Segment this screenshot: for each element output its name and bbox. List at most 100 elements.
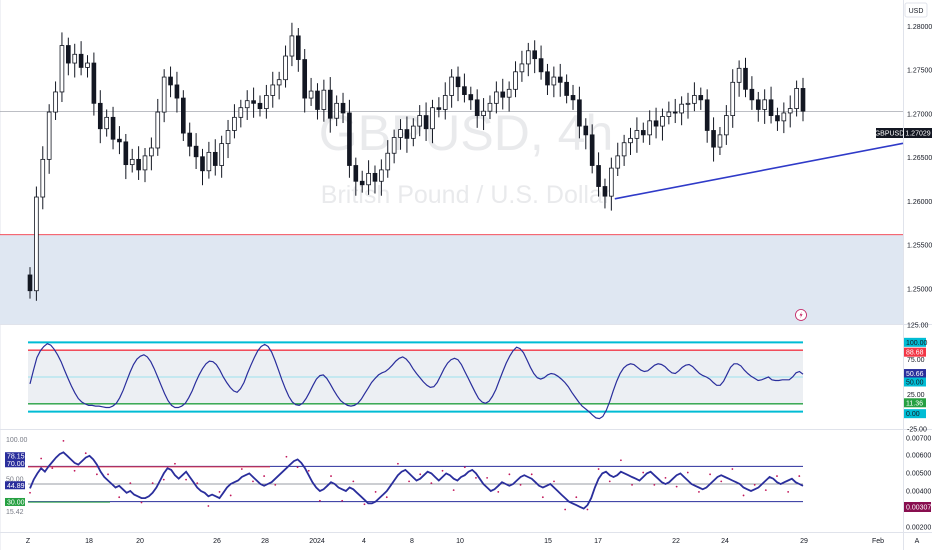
candle-body (302, 59, 308, 99)
time-tick-label: 22 (672, 538, 680, 545)
sub-right-tick-label: 0.00600 (906, 453, 931, 460)
sub-indicator-dot (564, 508, 567, 511)
sub-indicator-dot (84, 452, 87, 455)
candle-body (142, 155, 148, 171)
sub-indicator-dot (731, 468, 734, 470)
candlestick-series[interactable] (27, 22, 806, 301)
candle-body (596, 165, 601, 187)
sub-indicator-dot (318, 499, 321, 502)
sub-indicator-dot (452, 489, 455, 492)
watermark-name: British Pound / U.S. Dollar (321, 181, 611, 209)
watermark-symbol: GBPUSD, 4h (319, 105, 614, 161)
candle-body (155, 111, 161, 149)
candle-body (149, 147, 154, 157)
time-axis[interactable]: 18 20 26 28 2024 4 8 10 15 17 22 24 29 Feb (85, 538, 884, 545)
sub-indicator-dot (463, 466, 466, 469)
sub-right-tag-text: 0.00307 (906, 505, 931, 512)
sub-left-tag (5, 452, 25, 461)
candle-body (78, 53, 84, 68)
sub-indicator-dot (330, 475, 332, 477)
candle-body (781, 112, 787, 122)
candle-body (768, 99, 774, 116)
candle-body (251, 100, 256, 104)
sub-indicator-dot (285, 455, 288, 458)
candle-body (423, 115, 429, 130)
time-tick-label: 2024 (309, 538, 325, 545)
candle-body (730, 81, 736, 116)
candle-body (327, 89, 333, 119)
candle-body (359, 180, 365, 186)
sub-indicator-dot (40, 457, 43, 460)
candle-body (168, 76, 173, 86)
sub-indicator-dot (307, 469, 310, 472)
sub-right-tick-label: 0.00700 (906, 436, 931, 443)
sub-left-tag (5, 497, 25, 506)
sub-indicator-dot (218, 491, 221, 493)
time-tick-label: 10 (456, 538, 464, 545)
sub-indicator-dot (586, 508, 589, 511)
currency-badge[interactable]: USD (904, 2, 928, 18)
candle-body (551, 76, 557, 86)
candle-body (391, 137, 397, 154)
time-axis-corner-right[interactable]: A (915, 538, 920, 545)
sub-indicator-dot (252, 480, 254, 483)
sub-indicator-dot (653, 483, 656, 486)
oscillator-line (29, 343, 804, 420)
sub-left-tag-text: 70.00 (7, 461, 25, 468)
candle-body (717, 134, 723, 148)
candle-body (736, 67, 742, 83)
oscillator-panel[interactable] (28, 341, 804, 420)
sub-indicator-dot (129, 482, 132, 485)
candle-body (660, 116, 665, 127)
sub-indicator-dot (274, 483, 277, 486)
sub-indicator-dot (753, 483, 756, 486)
sub-indicator-dot (363, 503, 366, 506)
candle-body (519, 63, 525, 73)
oscillator-tick-label: -25.00 (907, 427, 927, 434)
candle-body (449, 76, 454, 96)
oscillator-value-tag-text: 0.00 (906, 411, 920, 418)
alert-icon[interactable] (795, 309, 807, 321)
sub-indicator-dot (151, 482, 154, 485)
support-zone-fill (0, 234, 903, 324)
time-axis-corner-left[interactable]: Z (26, 538, 31, 545)
candle-body (430, 107, 435, 130)
oscillator-value-tag (904, 377, 926, 387)
oscillator-value-tag (904, 398, 926, 408)
candle-body (494, 91, 499, 104)
candle-body (500, 91, 506, 98)
oscillator-axis[interactable]: 125.00 75.00 25.00 -25.00 100.00 88.68 50.66 50… (904, 323, 929, 434)
oscillator-value-tag-text: 88.68 (906, 350, 924, 357)
support-zone (0, 234, 903, 324)
time-tick-label: 28 (261, 538, 269, 545)
trendline[interactable] (614, 142, 904, 200)
currency-label: USD (909, 8, 924, 15)
candle-body (398, 129, 403, 138)
candle-body (85, 62, 90, 68)
candle-body (110, 116, 116, 140)
candle-body (602, 186, 608, 197)
sub-indicator-dot (73, 469, 76, 472)
sub-left-tag (5, 481, 25, 490)
candle-body (66, 45, 71, 64)
candle-body (206, 151, 212, 172)
candle-body (762, 99, 767, 110)
sub-indicator-dot (575, 496, 578, 499)
sub-left-tag (5, 459, 25, 468)
candle-body (193, 145, 199, 158)
sub-indicator-dot (698, 491, 700, 493)
sub-indicator-dot (597, 468, 600, 470)
sub-indicator-dot (553, 480, 555, 483)
candle-body (225, 130, 231, 145)
sub-indicator-dot (508, 473, 511, 476)
price-axis[interactable]: 1.28000 1.27500 1.27000 1.26500 1.26000 1.255… (907, 24, 932, 294)
sub-indicator-dot (764, 489, 767, 492)
sub-indicator-panel[interactable] (28, 439, 804, 511)
candle-body (174, 84, 180, 99)
sub-indicator-dot (664, 476, 667, 479)
sub-indicator-dot (240, 468, 243, 470)
